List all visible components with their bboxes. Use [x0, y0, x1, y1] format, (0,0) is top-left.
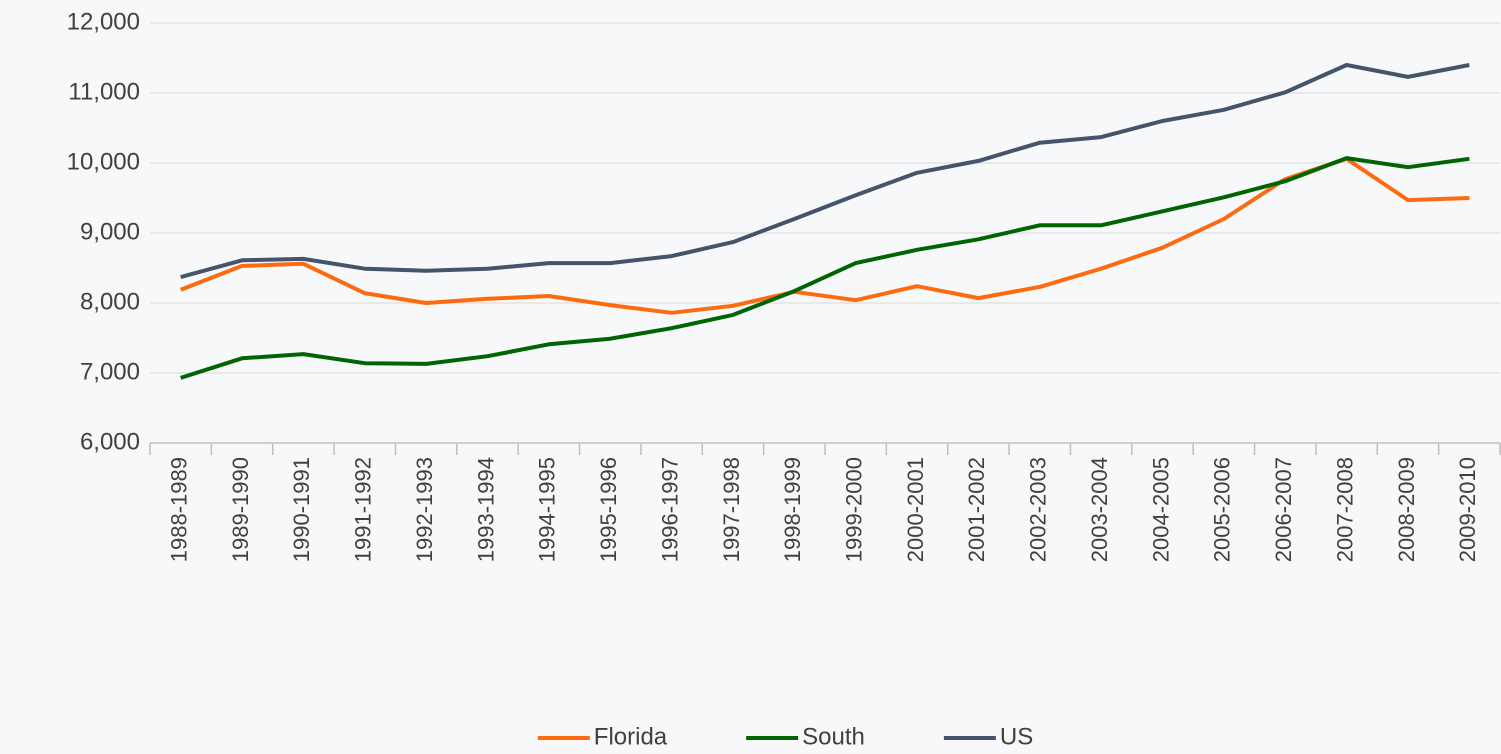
x-tick-label: 1998-1999	[780, 457, 805, 562]
y-tick-label: 6,000	[80, 428, 140, 455]
y-tick-label: 9,000	[80, 218, 140, 245]
x-tick-label: 1994-1995	[535, 457, 560, 562]
series-line	[179, 156, 1470, 315]
x-tick-label: 1989-1990	[228, 457, 253, 562]
x-tick-label: 1999-2000	[841, 457, 866, 562]
x-tick-label: 2002-2003	[1026, 457, 1051, 562]
x-tick-label: 1991-1992	[351, 457, 376, 562]
legend-label: Florida	[594, 723, 668, 750]
x-tick-label: 2000-2001	[903, 457, 928, 562]
series-line	[180, 156, 1470, 380]
x-tick-label: 2008-2009	[1394, 457, 1419, 562]
x-tick-label: 1996-1997	[657, 457, 682, 562]
y-tick-label: 12,000	[67, 8, 140, 35]
y-tick-label: 7,000	[80, 358, 140, 385]
x-tick-label: 1993-1994	[473, 457, 498, 562]
x-tick-label: 1997-1998	[719, 457, 744, 562]
x-tick-label: 2003-2004	[1087, 457, 1112, 562]
x-tick-label: 1995-1996	[596, 457, 621, 562]
legend-label: US	[1000, 723, 1033, 750]
legend-label: South	[802, 723, 865, 750]
x-tick-label: 2001-2002	[964, 457, 989, 562]
x-tick-label: 1990-1991	[289, 457, 314, 562]
x-tick-label: 2007-2008	[1332, 457, 1357, 562]
x-tick-label: 2009-2010	[1455, 457, 1480, 562]
series-line	[180, 63, 1470, 280]
x-tick-label: 2005-2006	[1210, 457, 1235, 562]
y-tick-label: 10,000	[67, 148, 140, 175]
x-tick-label: 1988-1989	[166, 457, 191, 562]
y-tick-label: 8,000	[80, 288, 140, 315]
x-tick-label: 1992-1993	[412, 457, 437, 562]
x-tick-label: 2004-2005	[1148, 457, 1173, 562]
y-tick-label: 11,000	[68, 78, 140, 105]
x-tick-label: 2006-2007	[1271, 457, 1296, 562]
